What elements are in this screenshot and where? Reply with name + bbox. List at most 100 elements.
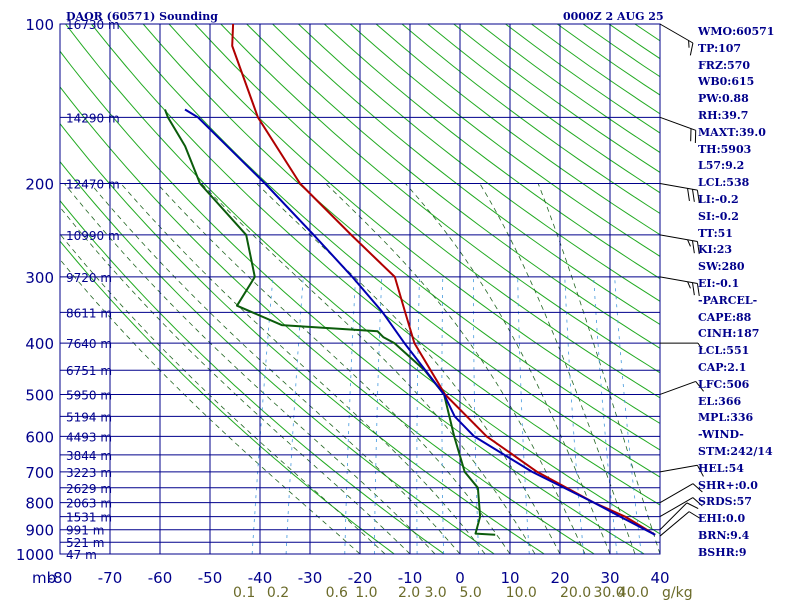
pressure-tick-label: 400 [25, 335, 54, 353]
barb-flag [687, 239, 691, 247]
index-item: EL:366 [698, 394, 742, 408]
wind-barb [659, 464, 704, 477]
wind-barb [659, 380, 704, 395]
sounding-indices: WMO:60571 TP:107 FRZ:570 WB0:615 PW:0.88 RH:3… [698, 24, 774, 562]
observation-time: 0000Z 2 AUG 25 [563, 10, 664, 23]
sounding-traces [164, 24, 656, 536]
height-label: 8611 m [66, 306, 112, 320]
temperature-tick-label: 40 [650, 569, 669, 587]
height-label: 9720 m [66, 271, 112, 285]
mixing-ratio-line [374, 276, 383, 554]
index-item: CINH:187 [698, 327, 760, 341]
mixing-ratio-line [473, 276, 479, 554]
index-item: SW:280 [698, 260, 745, 274]
moist-adiabat [201, 183, 536, 554]
barb-flag [687, 281, 691, 289]
barb-staff [659, 464, 698, 473]
index-item: BSHR:9 [698, 545, 747, 559]
pressure-unit-label: mb [32, 569, 56, 587]
temperature-tick-label: -80 [48, 569, 73, 587]
height-label: 3223 m [66, 466, 112, 480]
index-item: FRZ:570 [698, 58, 751, 72]
height-label: 4493 m [66, 430, 112, 444]
height-label: 12470 m [66, 178, 120, 192]
height-label: 2629 m [66, 482, 112, 496]
barb-flag [696, 465, 704, 477]
barb-flag [688, 511, 701, 519]
wind-barb [659, 502, 699, 531]
barb-staff [659, 116, 696, 131]
index-item: RH:39.7 [698, 108, 749, 122]
mixing-ratio-label: 20.0 [560, 585, 591, 600]
pressure-tick-label: 600 [25, 428, 54, 446]
height-label: 47 m [66, 548, 97, 562]
index-item: -WIND- [698, 428, 744, 442]
moist-adiabat [405, 183, 611, 554]
index-item: CAPE:88 [698, 310, 752, 324]
barb-flag [696, 283, 700, 297]
height-label: 14290 m [66, 111, 120, 125]
height-label: 3844 m [66, 449, 112, 463]
chart-title: DAOR (60571) Sounding [66, 10, 218, 23]
wind-barbs [659, 23, 704, 537]
barb-staff [659, 276, 698, 284]
wind-barb [659, 183, 700, 203]
height-label: 521 m [66, 536, 104, 550]
temperature-tick-label: -70 [98, 569, 123, 587]
wind-barb [660, 342, 703, 350]
height-label: 5194 m [66, 410, 112, 424]
index-item: LFC:506 [698, 377, 750, 391]
grid-layer [59, 23, 661, 555]
index-item: STM:242/14 [698, 444, 773, 458]
temperature-tick-label: -20 [348, 569, 373, 587]
mixing-ratio-label: 0.6 [326, 585, 348, 600]
wind-barb [659, 116, 697, 143]
mixing-ratio-line [344, 276, 356, 554]
dry-adiabat [60, 240, 395, 554]
series-temperature-line [231, 24, 656, 536]
height-labels: 16730 m 14290 m 12470 m 10990 m 9720 m 8611 m… [66, 18, 120, 562]
index-item: WB0:615 [698, 75, 755, 89]
mixing-ratio-label: 5.0 [459, 585, 481, 600]
mixing-ratio-label: 30.0 [593, 585, 624, 600]
index-item: L57:9.2 [698, 159, 745, 173]
temperature-tick-label: 20 [550, 569, 569, 587]
moist-adiabat [60, 258, 361, 554]
pressure-tick-label: 800 [25, 495, 54, 513]
height-label: 6751 m [66, 364, 112, 378]
index-item: WMO:60571 [698, 25, 775, 38]
index-item: SRDS:57 [698, 495, 752, 509]
barb-flag [692, 282, 695, 296]
pressure-tick-label: 700 [25, 464, 54, 482]
index-item: LCL:551 [698, 344, 750, 358]
pressure-tick-label: 300 [25, 269, 54, 287]
wind-barb [659, 276, 700, 297]
temperature-tick-label: 10 [500, 569, 519, 587]
mixing-ratio-label: 40.0 [618, 585, 649, 600]
barb-flag [689, 42, 694, 56]
temperature-tick-label: 30 [600, 569, 619, 587]
temperature-tick-label: 0 [455, 569, 465, 587]
height-label: 10990 m [66, 229, 120, 243]
barb-flag [687, 188, 690, 201]
pressure-tick-label: 500 [25, 386, 54, 404]
wind-barb [659, 234, 700, 255]
barb-staff [659, 234, 698, 242]
wind-barb [659, 497, 703, 518]
series-parcel-line [184, 108, 656, 536]
barb-flag [696, 190, 700, 203]
index-item: HEL:54 [698, 461, 744, 475]
index-item: KI:23 [698, 243, 733, 257]
barb-flag [692, 240, 695, 254]
barb-flag [692, 497, 703, 507]
pressure-tick-label: 1000 [16, 546, 54, 564]
mixing-ratio-line [416, 276, 420, 554]
index-item: -PARCEL- [698, 293, 758, 307]
index-item: EHI:0.0 [698, 512, 746, 526]
temperature-tick-label: -40 [248, 569, 273, 587]
plot-frame [59, 23, 661, 555]
index-item: LCL:538 [698, 176, 750, 190]
mixing-ratio-line [614, 276, 642, 554]
